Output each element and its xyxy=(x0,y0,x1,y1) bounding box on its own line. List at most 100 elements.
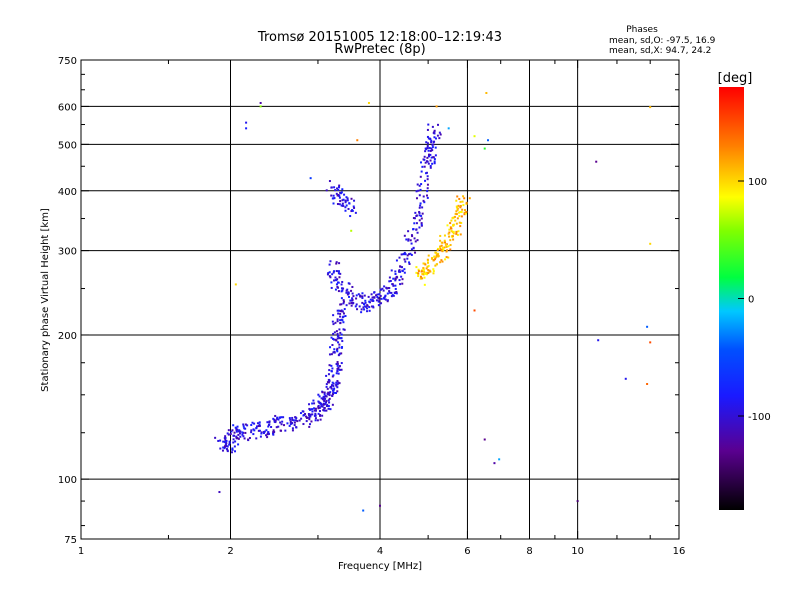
echo-point xyxy=(260,432,263,435)
echo-point xyxy=(339,315,342,318)
echo-point xyxy=(336,386,339,389)
echo-point xyxy=(338,353,341,356)
echo-point xyxy=(430,141,433,144)
echo-point xyxy=(384,298,387,301)
echo-point xyxy=(313,402,316,405)
echo-point xyxy=(432,268,435,271)
scatter-point xyxy=(485,91,488,94)
echo-point xyxy=(459,233,462,236)
echo-point xyxy=(347,207,350,210)
echo-point xyxy=(230,451,233,454)
echo-point xyxy=(420,270,423,273)
echo-point xyxy=(326,273,329,276)
echo-point xyxy=(331,343,334,346)
echo-point xyxy=(417,272,420,275)
echo-point xyxy=(257,425,260,428)
scatter-point xyxy=(245,127,248,130)
echo-point xyxy=(364,299,367,302)
scatter-point xyxy=(649,106,652,109)
echo-point xyxy=(394,279,397,282)
echo-point xyxy=(351,285,354,288)
echo-point xyxy=(333,279,336,282)
colorbar-label: [deg] xyxy=(718,71,753,86)
echo-point xyxy=(338,276,341,279)
echo-point xyxy=(340,303,343,306)
scatter-layer xyxy=(218,91,652,512)
echo-point xyxy=(448,228,451,231)
echo-point xyxy=(323,403,326,406)
y-tick-label: 750 xyxy=(58,56,77,67)
echo-point xyxy=(433,129,436,132)
echo-point xyxy=(423,155,426,158)
echo-point xyxy=(331,367,334,370)
echo-point xyxy=(250,431,253,434)
echo-point xyxy=(384,295,387,298)
echo-point xyxy=(458,221,461,224)
scatter-point xyxy=(624,377,627,380)
echo-point xyxy=(339,310,342,313)
scatter-point xyxy=(447,127,450,130)
echo-point xyxy=(342,299,345,302)
echo-point xyxy=(335,283,338,286)
echo-point xyxy=(377,300,380,303)
echo-point xyxy=(336,318,339,321)
echo-point xyxy=(284,429,287,432)
echo-point xyxy=(355,294,358,297)
echo-point xyxy=(410,248,413,251)
echo-point xyxy=(433,136,436,139)
echo-point xyxy=(328,397,331,400)
echo-point xyxy=(416,231,419,234)
y-tick-label: 200 xyxy=(58,331,77,342)
echo-point xyxy=(415,190,418,193)
echo-point xyxy=(426,265,429,268)
echo-point xyxy=(418,211,421,214)
echo-point xyxy=(242,423,245,426)
scatter-point xyxy=(245,121,248,124)
echo-point xyxy=(344,199,347,202)
echo-point xyxy=(428,146,431,149)
echo-point xyxy=(339,331,342,334)
echo-point xyxy=(403,268,406,271)
echo-point xyxy=(344,209,347,212)
echo-point xyxy=(332,202,335,205)
echo-point xyxy=(416,183,419,186)
echo-point xyxy=(382,289,385,292)
echo-point xyxy=(449,227,452,230)
echo-point xyxy=(391,283,394,286)
echo-point xyxy=(308,425,311,428)
echo-point xyxy=(433,130,436,133)
echo-point xyxy=(422,267,425,270)
echo-point xyxy=(313,409,316,412)
colorbar-tick-label: 100 xyxy=(748,177,767,188)
echo-point xyxy=(336,347,339,350)
echo-point xyxy=(320,405,323,408)
echo-point xyxy=(317,412,320,415)
echo-point xyxy=(280,429,283,432)
echo-point xyxy=(232,438,235,441)
echo-point xyxy=(336,383,339,386)
echo-point xyxy=(431,146,434,149)
echo-point xyxy=(362,306,365,309)
echo-point xyxy=(344,206,347,209)
echo-point xyxy=(339,321,342,324)
echo-point xyxy=(426,187,429,190)
scatter-point xyxy=(576,500,579,503)
echo-point xyxy=(314,417,317,420)
echo-point xyxy=(426,175,429,178)
scatter-point xyxy=(435,105,438,108)
scatter-point xyxy=(649,341,652,344)
echo-point xyxy=(258,421,261,424)
echo-point xyxy=(422,262,425,265)
echo-point xyxy=(432,270,435,273)
echo-point xyxy=(252,433,255,436)
echo-point xyxy=(419,275,422,278)
echo-point xyxy=(308,407,311,410)
echo-point xyxy=(425,147,428,150)
echo-point xyxy=(274,419,277,422)
echo-point xyxy=(423,270,426,273)
echo-point xyxy=(335,384,338,387)
echo-point xyxy=(328,392,331,395)
echo-point xyxy=(328,393,331,396)
echo-point xyxy=(323,399,326,402)
echo-point xyxy=(327,407,330,410)
